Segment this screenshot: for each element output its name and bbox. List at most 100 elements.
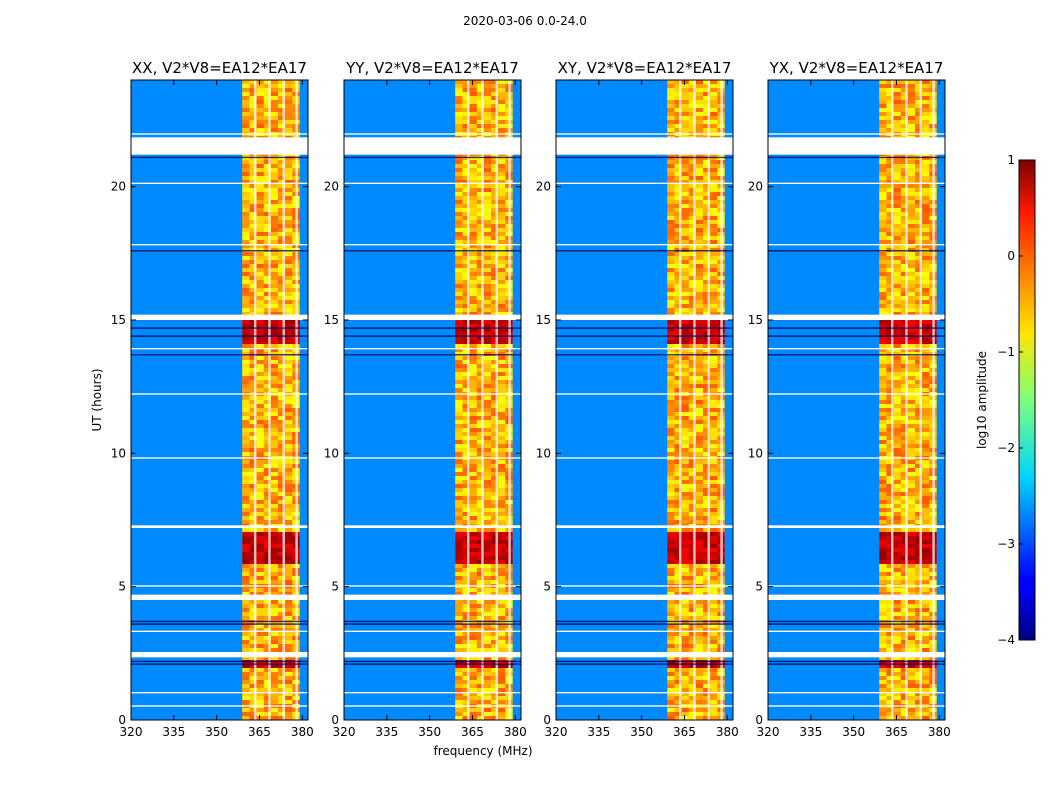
rfi-cell xyxy=(256,264,264,269)
rfi-cell xyxy=(483,184,492,189)
rfi-cell xyxy=(256,256,264,261)
rfi-cell xyxy=(491,552,499,557)
rfi-cell xyxy=(242,372,250,377)
rfi-cell xyxy=(278,160,286,165)
rfi-cell xyxy=(455,160,463,165)
rfi-cell xyxy=(249,308,257,313)
rfi-cell xyxy=(242,644,250,649)
rfi-cell xyxy=(256,92,264,97)
rfi-cell xyxy=(270,556,279,561)
rfi-cell xyxy=(483,204,492,209)
rfi-cell xyxy=(256,184,264,189)
rfi-cell xyxy=(491,396,499,401)
rfi-cell xyxy=(483,116,492,121)
rfi-cell xyxy=(270,368,279,373)
rfi-cell xyxy=(285,372,293,377)
rfi-cell xyxy=(469,124,477,129)
rfi-cell xyxy=(455,264,463,269)
rfi-cell xyxy=(278,492,286,497)
rfi-cell xyxy=(491,528,499,533)
rfi-cell xyxy=(498,332,506,337)
rfi-cell xyxy=(483,284,492,289)
rfi-cell xyxy=(469,484,477,489)
rfi-cell xyxy=(249,472,257,477)
rfi-cell xyxy=(285,280,293,285)
rfi-cell xyxy=(278,204,286,209)
rfi-cell xyxy=(469,276,477,281)
rfi-cell xyxy=(498,476,506,481)
rfi-cell xyxy=(462,284,470,289)
rfi-cell xyxy=(263,276,272,281)
rfi-cell xyxy=(491,156,499,161)
rfi-cell xyxy=(270,632,279,637)
rfi-cell xyxy=(469,344,477,349)
rfi-cell xyxy=(249,340,257,345)
rfi-cell xyxy=(270,276,279,281)
rfi-cell xyxy=(249,604,257,609)
rfi-cell xyxy=(256,660,264,665)
rfi-cell xyxy=(491,280,499,285)
rfi-cell xyxy=(483,512,492,517)
rfi-cell xyxy=(263,476,272,481)
rfi-cell xyxy=(256,388,264,393)
rfi-cell xyxy=(256,668,264,673)
rfi-cell xyxy=(498,520,506,525)
rfi-cell xyxy=(498,500,506,505)
rfi-cell xyxy=(498,256,506,261)
rfi-cell xyxy=(263,624,272,629)
rfi-cell xyxy=(498,508,506,513)
rfi-cell xyxy=(256,328,264,333)
rfi-cell xyxy=(270,272,279,277)
rfi-cell xyxy=(455,404,463,409)
rfi-cell xyxy=(491,476,499,481)
rfi-cell xyxy=(278,500,286,505)
rfi-cell xyxy=(270,668,279,673)
rfi-cell xyxy=(462,460,470,465)
rfi-cell xyxy=(270,372,279,377)
rfi-cell xyxy=(278,644,286,649)
rfi-cell xyxy=(455,480,463,485)
rfi-cell xyxy=(491,96,499,101)
rfi-cell xyxy=(249,600,257,605)
x-tick-label: 335 xyxy=(162,725,185,739)
rfi-cell xyxy=(498,484,506,489)
rfi-cell xyxy=(455,568,463,573)
flagged-time xyxy=(131,705,308,707)
rfi-cell xyxy=(242,124,250,129)
rfi-cell xyxy=(476,100,485,105)
rfi-cell xyxy=(285,476,293,481)
rfi-cell xyxy=(498,436,506,441)
rfi-cell xyxy=(469,112,477,117)
rfi-cell xyxy=(249,468,257,473)
rfi-cell xyxy=(249,692,257,697)
rfi-cell xyxy=(491,324,499,329)
rfi-cell xyxy=(462,532,470,537)
rfi-cell xyxy=(256,400,264,405)
rfi-cell xyxy=(462,528,470,533)
rfi-cell xyxy=(455,472,463,477)
rfi-cell xyxy=(263,200,272,205)
rfi-cell xyxy=(278,448,286,453)
rfi-cell xyxy=(462,300,470,305)
rfi-cell xyxy=(285,84,293,89)
rfi-cell xyxy=(249,188,257,193)
rfi-cell xyxy=(462,452,470,457)
rfi-cell xyxy=(469,80,477,85)
rfi-cell xyxy=(242,696,250,701)
rfi-cell xyxy=(263,696,272,701)
rfi-cell xyxy=(462,204,470,209)
rfi-cell xyxy=(256,432,264,437)
rfi-cell xyxy=(498,264,506,269)
rfi-cell xyxy=(483,488,492,493)
rfi-cell xyxy=(256,96,264,101)
rfi-cell xyxy=(256,268,264,273)
rfi-cell xyxy=(491,168,499,173)
rfi-cell xyxy=(242,116,250,121)
rfi-cell xyxy=(242,384,250,389)
rfi-cell xyxy=(476,388,485,393)
rfi-cell xyxy=(263,240,272,245)
rfi-cell xyxy=(476,560,485,565)
rfi-cell xyxy=(483,536,492,541)
rfi-cell xyxy=(242,232,250,237)
dark-row xyxy=(131,335,308,337)
